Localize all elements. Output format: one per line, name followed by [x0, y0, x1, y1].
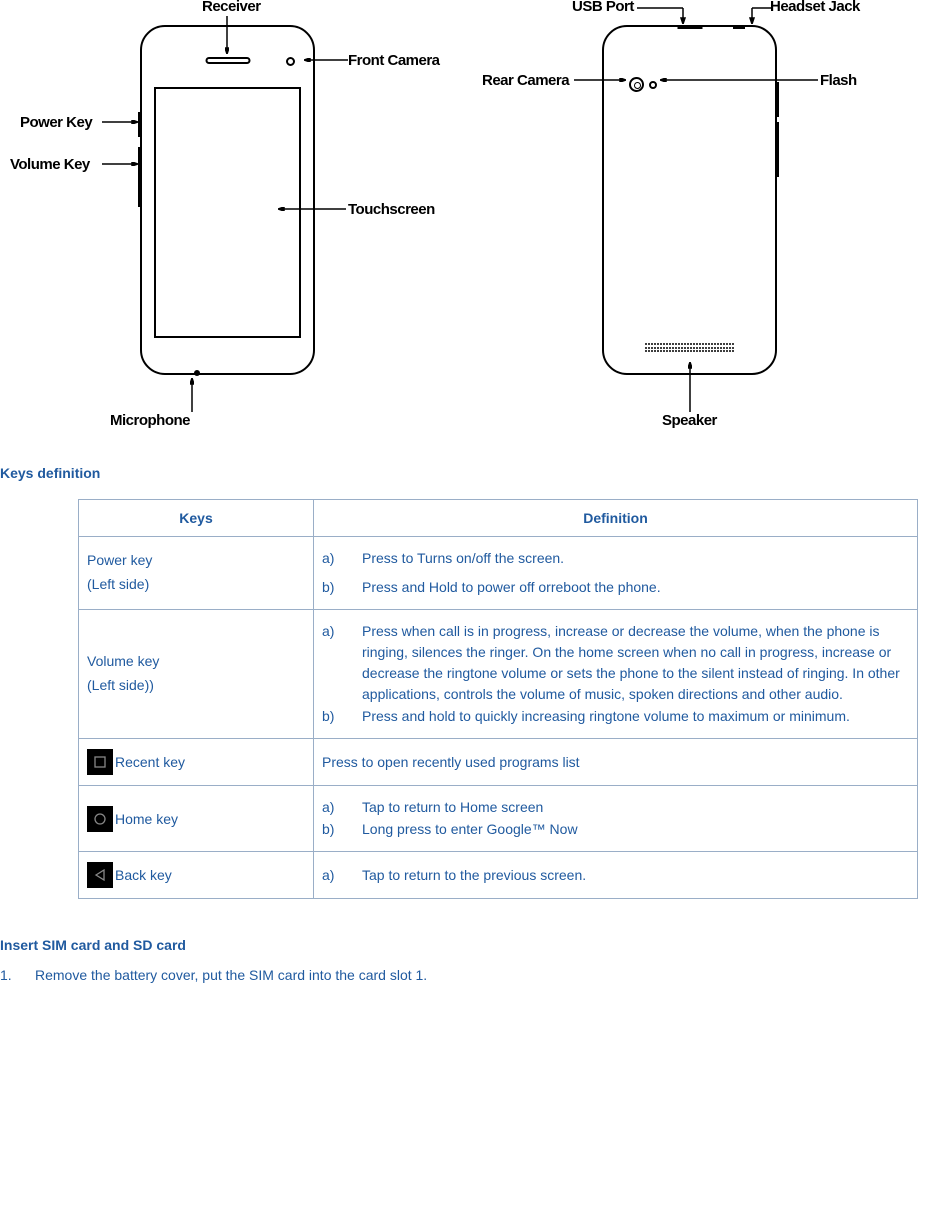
key-cell-power: Power key (Left side): [79, 537, 314, 610]
label-front-camera: Front Camera: [348, 52, 440, 69]
table-row: Power key (Left side) a)Press to Turns o…: [79, 537, 918, 610]
def-text: Long press to enter Google™ Now: [362, 819, 578, 840]
diagram-area: Receiver Front Camera Power Key Volume K…: [0, 0, 942, 440]
table-row: Back key a)Tap to return to the previous…: [79, 852, 918, 899]
back-side-btn-1: [775, 82, 779, 117]
table-row: Home key a)Tap to return to Home screen …: [79, 786, 918, 852]
label-touchscreen: Touchscreen: [348, 201, 435, 218]
key-name: Recent key: [115, 754, 185, 770]
usb-port: [677, 25, 702, 29]
def-cell: a)Tap to return to Home screen b)Long pr…: [314, 786, 918, 852]
front-camera-lens: [286, 57, 295, 66]
def-letter: b): [322, 577, 362, 598]
headset-jack: [733, 25, 745, 29]
def-text: Press to open recently used programs lis…: [322, 754, 580, 770]
def-cell: a)Tap to return to the previous screen.: [314, 852, 918, 899]
key-cell-recent: Recent key: [79, 739, 314, 786]
key-cell-back: Back key: [79, 852, 314, 899]
key-name: Power key: [87, 549, 305, 573]
label-volume-key: Volume Key: [10, 156, 90, 173]
key-name: Home key: [115, 811, 178, 827]
step-text: Remove the battery cover, put the SIM ca…: [35, 967, 427, 983]
rear-camera-lens: [629, 77, 644, 92]
keys-table: Keys Definition Power key (Left side) a)…: [78, 499, 918, 899]
label-receiver: Receiver: [202, 0, 261, 15]
heading-insert-sim: Insert SIM card and SD card: [0, 937, 942, 953]
def-text: Tap to return to Home screen: [362, 797, 543, 818]
back-key-icon: [87, 862, 113, 888]
label-power-key: Power Key: [20, 114, 92, 131]
def-text: Tap to return to the previous screen.: [362, 865, 586, 886]
touchscreen-rect: [154, 87, 301, 338]
th-keys: Keys: [79, 500, 314, 537]
def-letter: a): [322, 621, 362, 705]
def-cell: a)Press when call is in progress, increa…: [314, 610, 918, 739]
def-text: Press and hold to quickly increasing rin…: [362, 706, 850, 727]
label-rear-camera: Rear Camera: [482, 72, 569, 89]
key-sub: (Left side): [87, 573, 305, 597]
step-number: 1.: [0, 967, 35, 983]
def-letter: b): [322, 706, 362, 727]
table-header-row: Keys Definition: [79, 500, 918, 537]
th-definition: Definition: [314, 500, 918, 537]
def-text: Press to Turns on/off the screen.: [362, 548, 564, 569]
phone-back-diagram: USB Port Headset Jack Rear Camera Flash …: [472, 0, 932, 430]
mic-hole: [194, 370, 200, 376]
key-sub: (Left side)): [87, 674, 305, 698]
label-usb-port: USB Port: [572, 0, 634, 15]
speaker-grid: [645, 343, 735, 353]
table-row: Volume key (Left side)) a)Press when cal…: [79, 610, 918, 739]
key-name: Volume key: [87, 650, 305, 674]
step-item: 1. Remove the battery cover, put the SIM…: [0, 967, 942, 983]
def-cell: a)Press to Turns on/off the screen. b)Pr…: [314, 537, 918, 610]
home-key-icon: [87, 806, 113, 832]
label-headset-jack: Headset Jack: [770, 0, 860, 15]
label-microphone: Microphone: [110, 412, 190, 429]
def-text: Press when call is in progress, increase…: [362, 621, 904, 705]
def-cell: Press to open recently used programs lis…: [314, 739, 918, 786]
phone-body-front: [140, 25, 315, 375]
def-letter: a): [322, 548, 362, 569]
label-speaker: Speaker: [662, 412, 717, 429]
def-letter: a): [322, 797, 362, 818]
heading-keys-definition: Keys definition: [0, 465, 942, 481]
key-cell-home: Home key: [79, 786, 314, 852]
def-letter: a): [322, 865, 362, 886]
def-letter: b): [322, 819, 362, 840]
power-button: [138, 112, 142, 137]
key-name: Back key: [115, 867, 172, 883]
def-text: Press and Hold to power off orreboot the…: [362, 577, 661, 598]
key-cell-volume: Volume key (Left side)): [79, 610, 314, 739]
label-flash: Flash: [820, 72, 857, 89]
flash-led: [649, 81, 657, 89]
phone-front-diagram: Receiver Front Camera Power Key Volume K…: [10, 0, 470, 430]
back-side-btn-2: [775, 122, 779, 177]
receiver-slit: [205, 57, 250, 64]
recent-key-icon: [87, 749, 113, 775]
table-row: Recent key Press to open recently used p…: [79, 739, 918, 786]
volume-button: [138, 147, 142, 207]
